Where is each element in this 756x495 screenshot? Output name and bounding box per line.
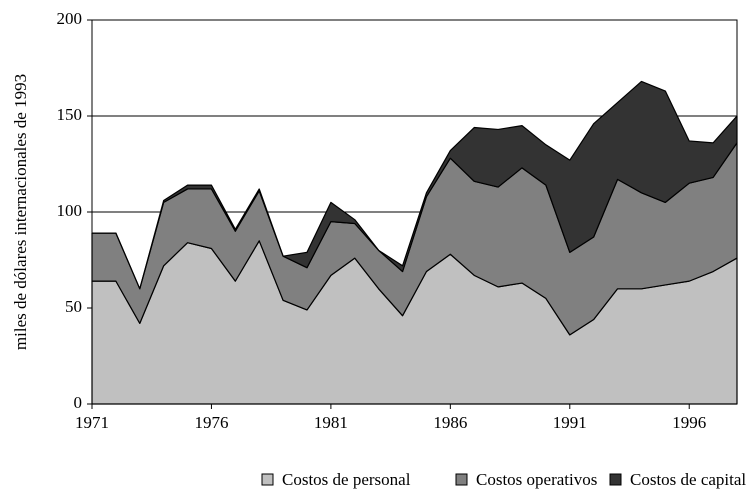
- plot-frame: [91, 19, 738, 405]
- x-tick-label: 1986: [433, 413, 467, 432]
- y-tick-label: 200: [57, 9, 83, 28]
- legend-swatch: [261, 473, 274, 486]
- x-tick-label: 1981: [314, 413, 348, 432]
- legend-swatch: [609, 473, 622, 486]
- y-tick-label: 0: [74, 393, 83, 412]
- y-tick-label: 100: [57, 201, 83, 220]
- x-tick-label: 1976: [194, 413, 228, 432]
- legend-swatch: [455, 473, 468, 486]
- legend-label: Costos operativos: [476, 470, 597, 489]
- x-tick-label: 1996: [672, 413, 706, 432]
- y-tick-label: 50: [65, 297, 82, 316]
- legend-label: Costos de capital: [630, 470, 746, 489]
- x-tick-label: 1971: [75, 413, 109, 432]
- x-tick-label: 1991: [553, 413, 587, 432]
- y-tick-label: 150: [57, 105, 83, 124]
- legend-label: Costos de personal: [282, 470, 411, 489]
- y-axis-label: miles de dólares internacionales de 1993: [11, 74, 30, 350]
